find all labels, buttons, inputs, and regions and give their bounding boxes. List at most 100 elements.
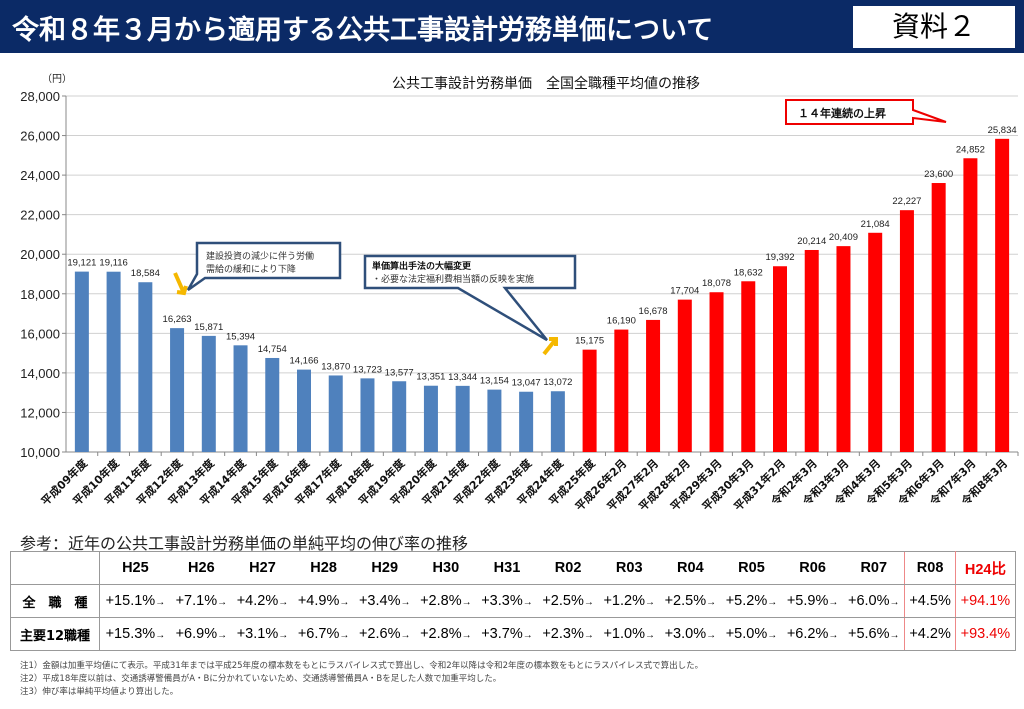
growth-value: +2.3%	[542, 626, 584, 642]
bar	[201, 335, 216, 452]
arrow-right-icon: →	[461, 597, 472, 608]
arrow-right-icon: →	[706, 630, 717, 641]
arrow-right-icon: →	[278, 630, 289, 641]
arrow-right-icon: →	[706, 597, 717, 608]
table-cell: +5.2%→	[720, 584, 783, 618]
callout-method-title: 単価算出手法の大幅変更	[372, 260, 472, 272]
table-cell: +6.2%→	[782, 617, 844, 651]
table-row: 全 職 種 +15.1%→ +7.1%→ +4.2%→ +4.9%→ +3.4%→ +2.8…	[10, 584, 1016, 618]
data-label: 25,834	[988, 125, 1017, 136]
page-title: 令和８年３月から適用する公共工事設計労務単価について	[12, 15, 714, 46]
growth-value: +5.0%	[725, 626, 768, 642]
table-cell: +2.3%→	[537, 617, 599, 651]
table-cell: +3.3%→	[476, 584, 538, 618]
table-cell: +5.9%→	[782, 584, 844, 618]
arrow-right-icon: →	[767, 630, 778, 641]
bar	[836, 246, 851, 452]
growth-value: +5.9%	[786, 593, 829, 609]
table-header-row: H25 H26 H27 H28 H29 H30 H31 R02 R03 R04 R05 R06 R07 R…	[10, 551, 1016, 585]
data-label: 16,678	[639, 306, 668, 317]
header-bar: 令和８年３月から適用する公共工事設計労務単価について 資料２	[0, 0, 1024, 53]
column-header: H31	[476, 551, 538, 585]
growth-value: +3.0%	[664, 626, 707, 642]
row-label: 主要12職種	[10, 617, 100, 651]
arrow-right-icon: →	[339, 597, 350, 608]
growth-value: +5.2%	[725, 593, 768, 609]
table-cell: +3.4%→	[354, 584, 416, 618]
bar	[106, 271, 121, 452]
reference-title: 参考：近年の公共工事設計労務単価の単純平均の伸び率の推移	[20, 534, 469, 553]
bar	[614, 329, 629, 452]
column-header: R06	[782, 551, 844, 585]
column-header: R03	[598, 551, 660, 585]
growth-value: +6.7%	[297, 626, 340, 642]
column-header: H30	[415, 551, 477, 585]
bar	[74, 271, 89, 452]
table-cell: +6.7%→	[293, 617, 355, 651]
table-cell: +1.2%→	[598, 584, 660, 618]
growth-value: +4.2%	[909, 626, 951, 642]
data-label: 22,227	[892, 196, 921, 207]
bar	[646, 319, 661, 452]
column-header: H24比	[955, 551, 1016, 585]
table-cell: +2.8%→	[415, 584, 477, 618]
y-tick-label: 16,000	[20, 326, 60, 341]
chart-title: 公共工事設計労務単価 全国全職種平均値の推移	[392, 75, 700, 92]
growth-value: +4.2%	[236, 593, 279, 609]
y-tick-label: 22,000	[20, 208, 60, 223]
arrow-right-icon: →	[522, 597, 533, 608]
growth-value: +2.8%	[420, 593, 462, 609]
data-label: 18,078	[702, 278, 731, 289]
data-label: 19,116	[99, 258, 127, 269]
arrow-right-icon: →	[278, 597, 289, 608]
data-label: 13,047	[512, 378, 541, 389]
bar	[519, 391, 534, 452]
arrow-right-icon: →	[644, 597, 655, 608]
callout-method	[363, 254, 577, 342]
bar	[265, 357, 280, 452]
down-arrow-icon	[173, 272, 188, 296]
data-label: 24,852	[956, 144, 985, 155]
table-cell: +4.5%	[904, 584, 956, 618]
up-arrow-icon	[542, 337, 558, 356]
data-label: 15,175	[575, 336, 604, 347]
data-label: 18,584	[131, 268, 160, 279]
data-label: 13,351	[416, 372, 445, 383]
table-cell: +4.2%→	[231, 584, 294, 618]
growth-value: +15.3%	[105, 626, 156, 642]
data-label: 13,344	[448, 372, 477, 383]
table-cell: +3.1%→	[231, 617, 294, 651]
table-cell: +2.8%→	[415, 617, 477, 651]
data-label: 19,392	[765, 252, 794, 263]
data-label: 18,632	[734, 267, 763, 278]
row-label: 全 職 種	[10, 584, 100, 618]
growth-value: +1.2%	[603, 593, 645, 609]
data-label: 19,121	[67, 258, 96, 269]
y-tick-label: 14,000	[20, 366, 60, 381]
bar	[773, 266, 787, 452]
column-header: H26	[170, 551, 232, 585]
table-cell: +5.6%→	[843, 617, 905, 651]
table-cell: +93.4%	[955, 617, 1016, 651]
column-header: R08	[904, 551, 956, 585]
bar	[677, 299, 692, 452]
arrow-right-icon: →	[889, 597, 900, 608]
column-header: H27	[231, 551, 294, 585]
growth-value: +3.7%	[481, 626, 523, 642]
growth-rate-table: H25 H26 H27 H28 H29 H30 H31 R02 R03 R04 R05 R06 R07 R…	[10, 551, 1016, 651]
arrow-right-icon: →	[583, 597, 594, 608]
growth-value: +6.9%	[175, 626, 218, 642]
growth-value: +2.6%	[358, 626, 401, 642]
data-label: 15,394	[226, 331, 255, 342]
arrow-right-icon: →	[217, 597, 228, 608]
arrow-right-icon: →	[339, 630, 350, 641]
growth-value: +5.6%	[848, 626, 890, 642]
bar	[170, 328, 185, 452]
arrow-right-icon: →	[217, 630, 228, 641]
growth-value: +1.0%	[603, 626, 645, 642]
callout-rise-text: １４年連続の上昇	[798, 106, 886, 120]
arrow-right-icon: →	[583, 630, 594, 641]
growth-value: +4.9%	[297, 593, 340, 609]
table-cell: +94.1%	[955, 584, 1016, 618]
table-cell: +4.2%	[904, 617, 956, 651]
